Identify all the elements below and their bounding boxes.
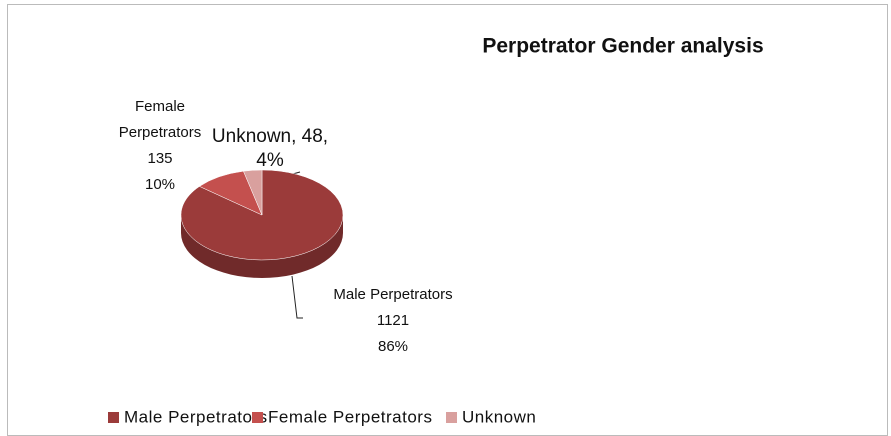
legend-swatch bbox=[252, 412, 263, 423]
data-label: 10% bbox=[145, 176, 175, 193]
legend-label: Female Perpetrators bbox=[268, 407, 432, 426]
data-label: 1121 bbox=[377, 312, 409, 329]
legend-label: Unknown bbox=[462, 407, 536, 426]
legend-label: Male Perpetrators bbox=[124, 407, 268, 426]
slice bbox=[243, 169, 263, 216]
chart-border bbox=[7, 4, 888, 436]
data-label: Male Perpetrators bbox=[333, 286, 452, 303]
slice-side bbox=[181, 215, 343, 278]
data-label: 135 bbox=[147, 150, 172, 167]
chart-title: Perpetrator Gender analysis bbox=[482, 35, 763, 58]
data-label: 4% bbox=[256, 150, 284, 171]
data-label: Perpetrators bbox=[119, 124, 202, 141]
data-label: Female bbox=[135, 98, 185, 115]
legend-swatch bbox=[446, 412, 457, 423]
data-label: Unknown, 48, bbox=[212, 126, 328, 147]
data-label: 86% bbox=[378, 338, 408, 355]
legend-swatch bbox=[108, 412, 119, 423]
leader-line bbox=[291, 275, 303, 319]
